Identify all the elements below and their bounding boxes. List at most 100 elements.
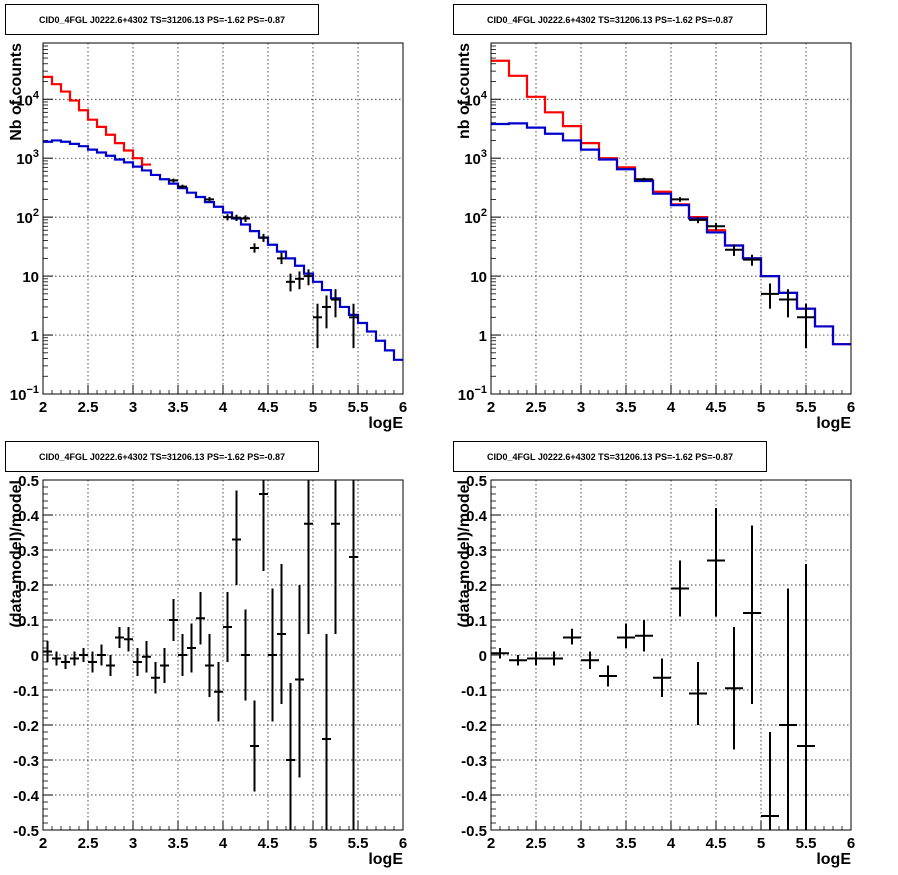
- x-tick-label: 6: [847, 399, 855, 416]
- x-tick-label: 4: [667, 399, 676, 416]
- y-tick-label: -0.5: [461, 823, 487, 840]
- data-point: [707, 508, 725, 617]
- panel-1-title: CID0_4FGL J0222.6+4302 TS=31206.13 PS=-1…: [5, 4, 319, 35]
- data-point: [743, 254, 761, 266]
- x-tick-label: 5: [757, 399, 765, 416]
- data-point: [241, 215, 250, 222]
- x-tick-label: 6: [847, 835, 855, 852]
- panel-2-title: CID0_4FGL J0222.6+4302 TS=31206.13 PS=-1…: [453, 4, 767, 35]
- data-point: [88, 651, 97, 673]
- x-tick-label: 3.5: [168, 835, 189, 852]
- y-tick-label: -0.1: [461, 683, 487, 700]
- data-point: [196, 592, 205, 645]
- x-tick-label: 4.5: [706, 399, 727, 416]
- data-point: [223, 214, 232, 221]
- y-tick-label: 0.2: [18, 578, 39, 595]
- data-point: [779, 588, 797, 830]
- data-point: [322, 295, 331, 329]
- plot-frame: [42, 42, 404, 395]
- data-point: [277, 252, 286, 265]
- data-point: [349, 303, 358, 349]
- data-point: [779, 289, 797, 318]
- x-tick-label: 6: [399, 835, 407, 852]
- data-point: [205, 634, 214, 697]
- data-point: [250, 243, 259, 253]
- plot-frame: [42, 479, 404, 831]
- data-point: [349, 480, 358, 830]
- data-point: [223, 592, 232, 662]
- data-point: [671, 560, 689, 617]
- x-tick-label: 4: [219, 399, 228, 416]
- data-point: [259, 480, 268, 571]
- x-tick-label: 5.5: [796, 835, 817, 852]
- panel-3-title: CID0_4FGL J0222.6+4302 TS=31206.13 PS=-1…: [5, 441, 319, 472]
- y-tick-label: 103: [464, 148, 487, 168]
- data-point: [187, 623, 196, 673]
- data-point: [97, 644, 106, 666]
- data-point: [653, 658, 671, 697]
- data-point: [124, 627, 133, 652]
- data-point: [205, 196, 214, 203]
- y-tick-label: 10: [470, 269, 487, 286]
- data-point: [268, 588, 277, 722]
- y-tick-label: -0.4: [461, 788, 488, 805]
- x-tick-label: 3: [577, 399, 585, 416]
- data-point: [169, 178, 178, 183]
- y-tick-label: 0.3: [466, 543, 487, 560]
- data-point: [286, 683, 295, 830]
- y-axis-label: nb of counts: [456, 43, 473, 139]
- data-point: [250, 700, 259, 792]
- x-tick-label: 5.5: [796, 399, 817, 416]
- data-point: [635, 620, 653, 652]
- data-point: [545, 651, 563, 666]
- data-point: [178, 184, 187, 189]
- y-tick-label: -0.1: [13, 683, 39, 700]
- data-point: [160, 648, 169, 683]
- data-point: [689, 662, 707, 725]
- y-tick-label: -0.3: [461, 753, 487, 770]
- x-tick-label: 3: [577, 835, 585, 852]
- data-point: [743, 525, 761, 704]
- data-point: [79, 648, 88, 662]
- x-tick-label: 2: [39, 835, 47, 852]
- data-point: [52, 651, 61, 666]
- data-point: [563, 628, 581, 645]
- data-point: [491, 648, 509, 659]
- x-tick-label: 5.5: [348, 399, 369, 416]
- data-point: [761, 732, 779, 830]
- y-tick-label: 0.5: [18, 473, 39, 490]
- data-point: [259, 233, 268, 242]
- data-point: [725, 627, 743, 750]
- y-tick-label: 1: [479, 328, 487, 345]
- x-tick-label: 5: [757, 835, 765, 852]
- y-tick-label: 0.4: [466, 508, 488, 525]
- data-point: [241, 609, 250, 701]
- y-tick-label: -0.2: [13, 718, 39, 735]
- data-point: [169, 599, 178, 641]
- x-axis-label: logE: [816, 851, 851, 868]
- x-tick-label: 5.5: [348, 835, 369, 852]
- data-point: [133, 648, 142, 676]
- x-axis-label: logE: [368, 851, 403, 868]
- data-point: [599, 665, 617, 687]
- data-point: [725, 244, 743, 256]
- data-point: [509, 655, 527, 666]
- y-tick-label: 1: [31, 328, 39, 345]
- y-tick-label: 104: [464, 89, 488, 109]
- data-point: [232, 490, 241, 585]
- data-point: [707, 222, 725, 231]
- y-tick-label: -0.5: [13, 823, 39, 840]
- x-tick-label: 4.5: [258, 835, 279, 852]
- panel-3: 2 2.5 3 3.5 4 4.5 5 5.5 6 -0.5 -0.4 -0.3 -0.2 -0.1 0 0.…: [8, 473, 407, 868]
- data-point: [304, 480, 313, 634]
- panel-4: 2 2.5 3 3.5 4 4.5 5 5.5 6 -0.5 -0.4 -0.3 -0.2 -0.1 0 0.…: [456, 473, 855, 868]
- x-tick-label: 3.5: [616, 399, 637, 416]
- y-tick-label: 0: [31, 648, 39, 665]
- data-point: [295, 585, 304, 778]
- y-tick-label: 102: [16, 207, 39, 227]
- y-tick-label: -0.4: [13, 788, 40, 805]
- panel-4-title: CID0_4FGL J0222.6+4302 TS=31206.13 PS=-1…: [453, 441, 767, 472]
- x-tick-label: 4.5: [258, 399, 279, 416]
- data-point: [304, 269, 313, 286]
